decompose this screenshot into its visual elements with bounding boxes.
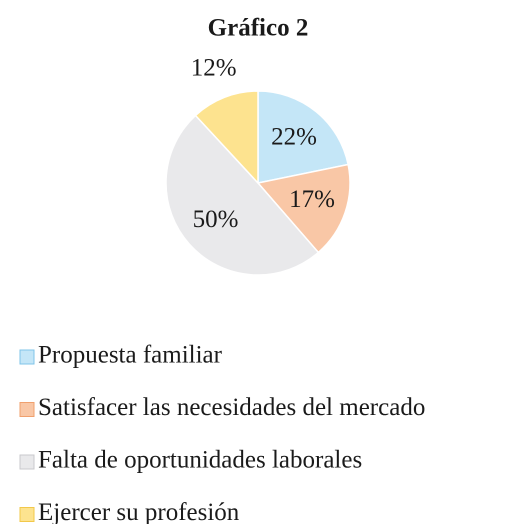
- pie-slice: [194, 90, 259, 185]
- legend-label: Ejercer su profesión: [38, 499, 240, 524]
- legend-swatch: [19, 349, 35, 365]
- legend-swatch: [19, 402, 35, 417]
- pie-slice: [256, 163, 351, 254]
- data-label: 12%: [191, 55, 237, 82]
- legend-label: Satisfacer las necesidades del mercado: [38, 394, 425, 421]
- legend-swatch: [19, 454, 35, 470]
- legend-label: Propuesta familiar: [38, 342, 223, 369]
- data-label: 22%: [271, 124, 317, 151]
- data-label: 50%: [193, 206, 239, 233]
- chart-title: Gráfico 2: [208, 15, 309, 42]
- pie-slice: [257, 90, 350, 184]
- legend-swatch: [19, 507, 35, 522]
- pie-slice: [165, 114, 320, 276]
- legend-label: Falta de oportunidades laborales: [38, 447, 362, 474]
- data-label: 17%: [289, 186, 335, 213]
